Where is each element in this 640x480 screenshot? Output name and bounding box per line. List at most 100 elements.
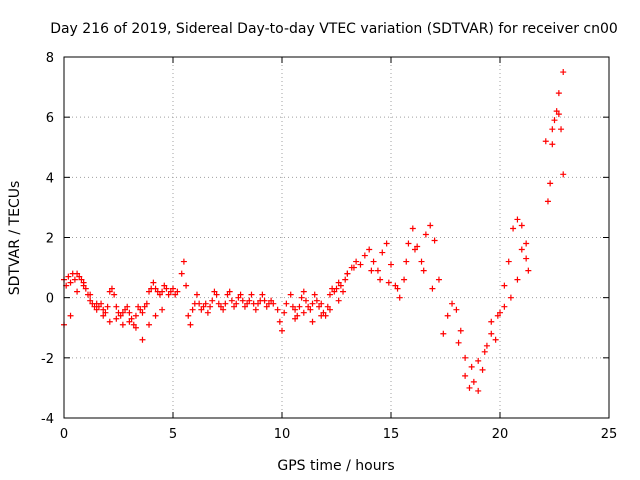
data-point	[344, 270, 351, 277]
data-point	[76, 273, 83, 280]
data-point	[113, 315, 120, 322]
data-point	[170, 285, 176, 292]
y-tick-label: 0	[46, 292, 54, 307]
x-tick-label: 10	[274, 427, 291, 442]
data-point	[403, 258, 410, 265]
data-point	[335, 297, 342, 304]
data-point	[342, 276, 349, 283]
data-point	[246, 297, 253, 304]
data-point	[455, 339, 462, 346]
data-point	[422, 231, 429, 238]
data-point	[279, 327, 285, 334]
data-point	[93, 300, 100, 307]
data-point	[392, 282, 399, 289]
data-point	[213, 291, 220, 298]
data-point	[143, 300, 150, 307]
data-point	[507, 294, 514, 301]
y-tick-label: -2	[41, 352, 54, 367]
data-point	[518, 222, 525, 229]
x-tick-label: 0	[60, 427, 68, 442]
data-point	[401, 276, 408, 283]
data-point	[233, 300, 240, 307]
y-tick-label: 6	[46, 111, 54, 126]
data-point	[311, 291, 318, 298]
data-point	[259, 291, 266, 298]
data-point	[67, 279, 74, 286]
data-point	[248, 291, 255, 298]
data-point	[119, 321, 126, 328]
data-point	[305, 303, 312, 310]
data-point	[106, 288, 113, 295]
data-point	[146, 288, 153, 295]
data-point	[100, 306, 107, 313]
data-point	[167, 288, 174, 295]
data-point	[309, 300, 316, 307]
data-point	[231, 303, 238, 310]
data-point	[409, 225, 416, 232]
data-point	[396, 294, 403, 301]
data-point	[139, 336, 146, 343]
y-tick-label: -4	[41, 412, 54, 427]
data-point	[292, 306, 299, 313]
data-point	[462, 354, 469, 361]
data-point	[146, 321, 153, 328]
x-tick-label: 20	[492, 427, 509, 442]
data-point	[479, 366, 486, 373]
data-point	[318, 312, 325, 319]
data-point	[135, 303, 142, 310]
data-point	[466, 384, 473, 391]
data-point	[156, 291, 163, 298]
data-point	[514, 216, 521, 223]
data-point	[470, 378, 477, 385]
data-point	[518, 246, 525, 253]
data-point	[542, 138, 549, 145]
data-point	[78, 276, 85, 283]
data-point	[74, 270, 81, 277]
data-point	[226, 288, 233, 295]
x-tick-label: 15	[383, 427, 400, 442]
data-point	[65, 273, 72, 280]
data-point	[200, 303, 207, 310]
data-point	[379, 249, 386, 256]
x-tick-label: 5	[169, 427, 177, 442]
data-point	[261, 297, 268, 304]
data-point	[189, 306, 196, 313]
data-point	[353, 258, 360, 265]
data-point	[268, 297, 275, 304]
data-point	[370, 258, 377, 265]
data-point	[558, 126, 565, 133]
data-point	[255, 300, 262, 307]
data-point	[523, 240, 530, 247]
data-point	[377, 276, 384, 283]
data-point	[553, 108, 560, 115]
data-point	[427, 222, 434, 229]
data-point	[172, 291, 179, 298]
data-point	[481, 348, 488, 355]
data-point	[394, 285, 401, 292]
data-point	[431, 237, 438, 244]
data-point	[132, 312, 139, 319]
data-point	[178, 270, 185, 277]
data-point	[217, 303, 224, 310]
data-point	[152, 285, 159, 292]
data-point	[104, 303, 111, 310]
data-point	[429, 285, 436, 292]
data-point	[435, 276, 442, 283]
data-point	[333, 285, 340, 292]
data-point	[95, 303, 102, 310]
data-point	[128, 315, 135, 322]
data-point	[74, 288, 81, 295]
data-point	[440, 330, 447, 337]
data-point	[296, 303, 303, 310]
data-point	[555, 111, 562, 118]
data-point	[132, 324, 139, 331]
data-point	[281, 309, 288, 316]
data-point	[93, 306, 100, 313]
data-point	[185, 312, 192, 319]
data-point	[108, 285, 115, 292]
data-point	[337, 282, 344, 289]
data-point	[241, 303, 248, 310]
data-point	[274, 306, 281, 313]
data-point	[106, 318, 113, 325]
